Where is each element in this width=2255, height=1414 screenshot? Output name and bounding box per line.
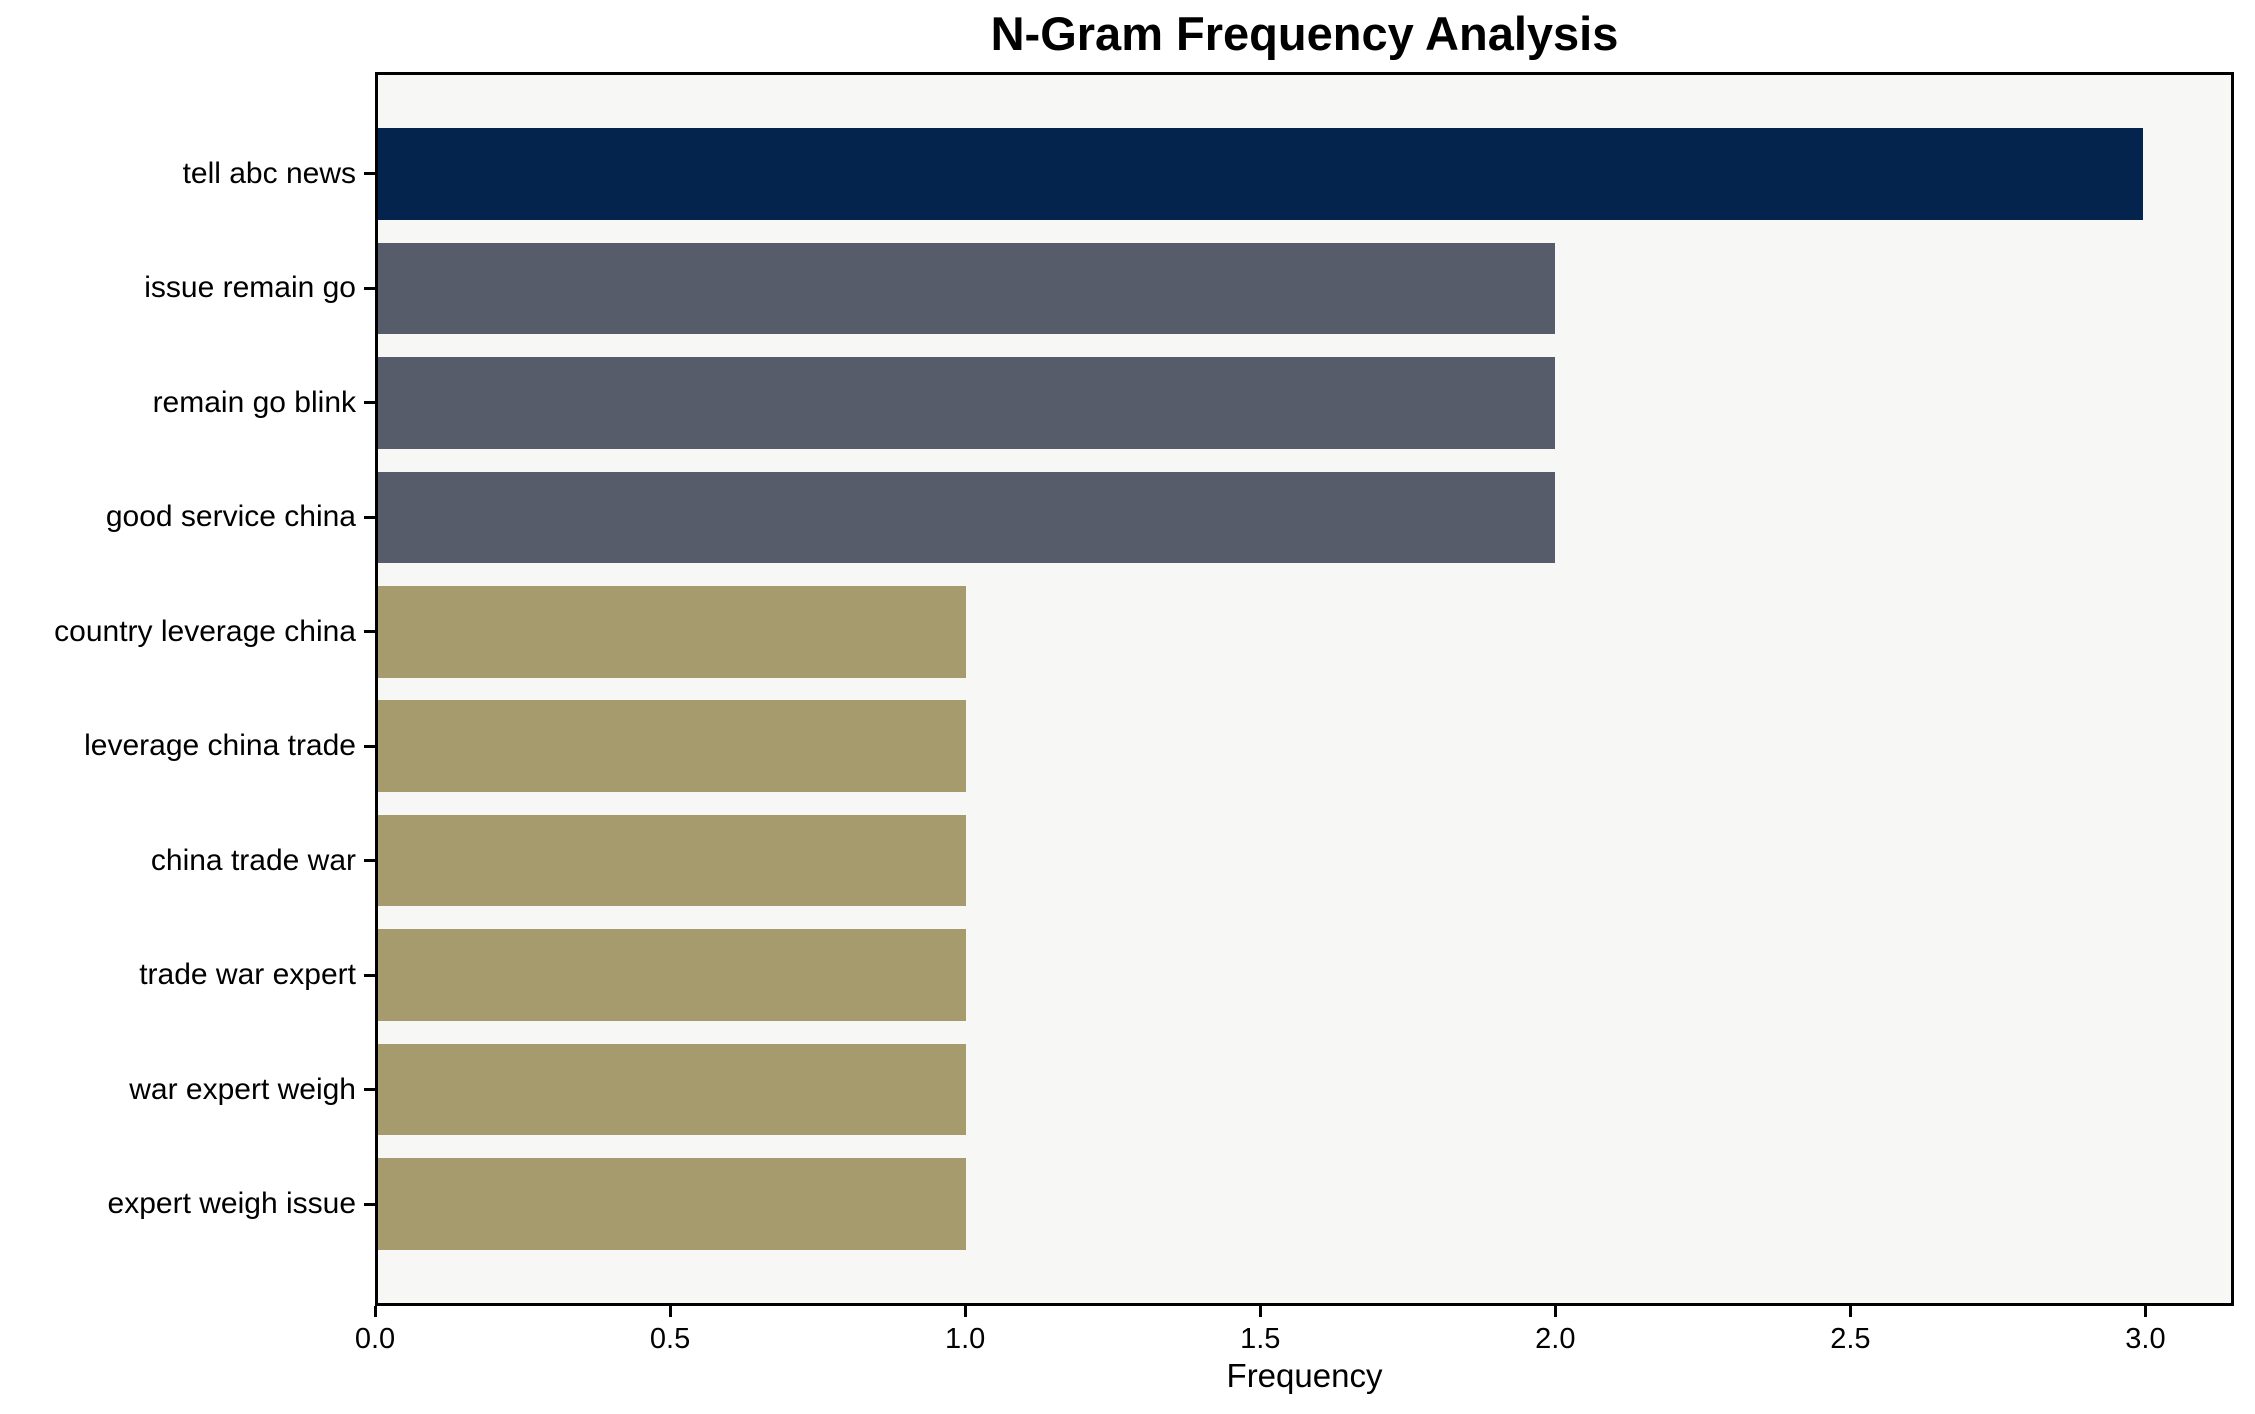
y-tick-mark	[364, 630, 375, 634]
y-tick-label: good service china	[105, 500, 356, 534]
x-tick-label: 0.0	[354, 1323, 396, 1355]
bar-china-trade-war	[378, 814, 967, 907]
y-tick-label: remain go blink	[152, 385, 356, 419]
x-tick-mark	[668, 1306, 672, 1317]
y-tick-label: china trade war	[150, 843, 356, 877]
y-tick-label: tell abc news	[182, 156, 356, 190]
y-tick-mark	[364, 744, 375, 748]
x-tick-mark	[1553, 1306, 1557, 1317]
y-tick-mark	[364, 973, 375, 977]
y-tick-label: expert weigh issue	[107, 1187, 356, 1221]
x-tick-label: 2.0	[1535, 1323, 1576, 1355]
y-tick-label: issue remain go	[144, 271, 356, 305]
x-tick-mark	[1258, 1306, 1262, 1317]
y-tick-label: war expert weigh	[129, 1072, 356, 1106]
y-tick-mark	[364, 172, 375, 176]
y-tick-label: country leverage china	[54, 614, 356, 648]
bar-remain-go-blink	[378, 357, 1555, 449]
x-tick-mark	[373, 1306, 377, 1317]
y-tick-mark	[364, 515, 375, 519]
x-tick-mark	[963, 1306, 967, 1317]
x-axis-title: Frequency	[1226, 1357, 1383, 1394]
x-tick-label: 1.0	[944, 1323, 986, 1355]
bar-country-leverage-china	[378, 585, 967, 678]
bar-expert-weigh-issue	[378, 1158, 967, 1250]
chart-title: N-Gram Frequency Analysis	[990, 7, 1619, 60]
x-tick-mark	[1848, 1306, 1852, 1317]
bar-war-expert-weigh	[378, 1043, 967, 1136]
bar-issue-remain-go	[378, 242, 1555, 335]
x-tick-label: 2.5	[1830, 1323, 1871, 1355]
bar-good-service-china	[378, 471, 1555, 564]
y-tick-label: leverage china trade	[84, 729, 356, 763]
x-tick-label: 3.0	[2125, 1323, 2166, 1355]
bars-layer	[378, 75, 2231, 1303]
y-tick-mark	[364, 401, 375, 405]
bar-trade-war-expert	[378, 929, 967, 1021]
y-tick-mark	[364, 859, 375, 863]
bar-tell-abc-news	[378, 128, 2143, 220]
x-tick-label: 1.5	[1240, 1323, 1281, 1355]
x-tick-mark	[2143, 1306, 2147, 1317]
bar-leverage-china-trade	[378, 700, 967, 792]
y-tick-label: trade war expert	[139, 958, 356, 992]
plot-area	[375, 72, 2234, 1306]
y-tick-mark	[364, 1202, 375, 1206]
x-tick-label: 0.5	[649, 1323, 691, 1355]
y-tick-mark	[364, 1088, 375, 1092]
y-tick-mark	[364, 286, 375, 290]
